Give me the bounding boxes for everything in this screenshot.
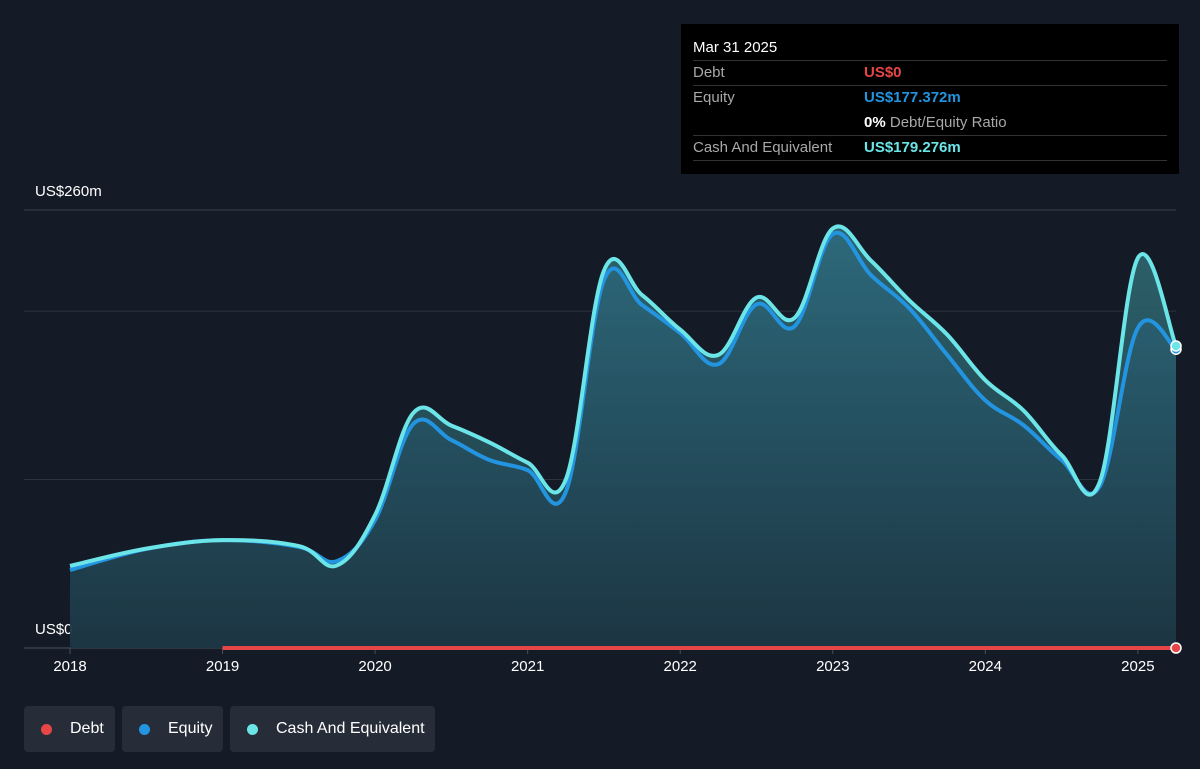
tooltip: Mar 31 2025 Debt US$0 Equity US$177.372m 0… — [681, 24, 1179, 174]
x-tick-label: 2024 — [969, 658, 1002, 675]
legend-swatch — [247, 724, 258, 735]
tooltip-note: Debt/Equity Ratio — [889, 114, 1007, 131]
x-tick-label: 2023 — [816, 658, 849, 675]
x-tick-label: 2018 — [53, 658, 86, 675]
x-tick-label: 2025 — [1121, 658, 1154, 675]
tooltip-date: Mar 31 2025 — [693, 39, 778, 56]
line — [69, 224, 1178, 569]
tooltip-row: 0% Debt/Equity Ratio — [693, 110, 1167, 135]
tooltip-value: US$177.372m — [864, 89, 961, 106]
tooltip-value: 0% — [864, 114, 886, 131]
tooltip-label: Cash And Equivalent — [693, 139, 833, 156]
legend-label: Equity — [168, 720, 213, 737]
tooltip-row: Cash And Equivalent US$179.276m — [693, 135, 1167, 161]
tooltip-value: US$179.276m — [864, 139, 961, 156]
y-tick-label: US$260m — [35, 183, 102, 200]
tooltip-value: US$0 — [864, 64, 902, 81]
x-tick-label: 2019 — [206, 658, 239, 675]
legend-swatch — [139, 724, 150, 735]
tooltip-label: Debt — [693, 64, 725, 81]
x-tick-label: 2022 — [664, 658, 697, 675]
legend-swatch — [41, 724, 52, 735]
y-tick-label: US$0 — [35, 621, 73, 638]
area — [70, 232, 1176, 648]
x-tick-label: 2021 — [511, 658, 544, 675]
end-marker — [1170, 340, 1182, 352]
x-tick-label: 2020 — [358, 658, 391, 675]
legend-label: Debt — [70, 720, 104, 737]
tooltip-row: Equity US$177.372m — [693, 85, 1167, 110]
legend-item[interactable]: Cash And Equivalent — [230, 706, 435, 752]
legend-item[interactable]: Equity — [122, 706, 223, 752]
tooltip-row: Debt US$0 — [693, 60, 1167, 85]
legend-label: Cash And Equivalent — [276, 720, 425, 737]
end-marker — [1170, 642, 1182, 654]
tooltip-label: Equity — [693, 89, 735, 106]
legend-item[interactable]: Debt — [24, 706, 115, 752]
